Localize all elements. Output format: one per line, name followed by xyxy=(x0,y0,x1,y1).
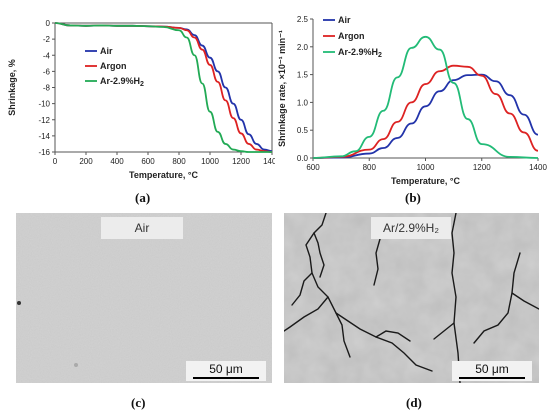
legend-label-1: Argon xyxy=(338,31,365,41)
scale-bar-label-d: 50 μm xyxy=(475,362,509,376)
y-tick-label: -14 xyxy=(38,132,50,141)
micrograph-c: Air 50 μm xyxy=(16,213,272,383)
y-tick-label: -6 xyxy=(43,67,51,76)
y-axis-label: Shrinkage, % xyxy=(7,59,17,116)
y-tick-label: -4 xyxy=(43,51,51,60)
y-tick-label: 0.0 xyxy=(297,154,309,163)
y-tick-label: -2 xyxy=(43,35,51,44)
y-tick-label: -16 xyxy=(38,148,50,157)
scale-bar-label-c: 50 μm xyxy=(209,362,243,376)
atmosphere-label-d: Ar/2.9%H₂ xyxy=(371,217,451,239)
micrograph-d: Ar/2.9%H₂ 50 μm xyxy=(284,213,539,383)
x-tick-label: 1400 xyxy=(529,163,547,172)
x-tick-label: 200 xyxy=(79,157,93,166)
caption-a: (a) xyxy=(135,190,151,205)
y-tick-label: 2.5 xyxy=(297,15,309,24)
legend-label-1: Argon xyxy=(100,61,127,71)
x-axis-label: Temperature, °C xyxy=(391,176,460,186)
x-tick-label: 600 xyxy=(306,163,320,172)
scale-bar-box-d: 50 μm xyxy=(452,361,532,381)
x-tick-label: 1200 xyxy=(232,157,250,166)
x-tick-label: 0 xyxy=(53,157,58,166)
y-tick-label: -8 xyxy=(43,84,51,93)
texture-c xyxy=(16,213,272,383)
series-line-2 xyxy=(312,35,539,159)
chart-a: 0 200 400 600 800 1000 1200 1400 0 -2 -4 -6 -8 -10 -12… xyxy=(7,19,275,180)
y-tick-label: 2.0 xyxy=(297,43,309,52)
series-line-0 xyxy=(312,73,539,159)
x-tick-label: 600 xyxy=(141,157,155,166)
legend-label-0: Air xyxy=(338,15,351,25)
legend-label-2: Ar-2.9%H2 xyxy=(338,47,382,59)
cracks xyxy=(284,213,539,383)
caption-b: (b) xyxy=(405,190,421,205)
x-axis-label: Temperature, °C xyxy=(129,170,198,180)
legend-label-2: Ar-2.9%H2 xyxy=(100,76,144,88)
series-line-1 xyxy=(312,64,539,159)
texture-d xyxy=(284,213,539,383)
series-line-2 xyxy=(54,22,272,153)
x-tick-label: 400 xyxy=(110,157,124,166)
x-tick-label: 800 xyxy=(172,157,186,166)
x-tick-label: 800 xyxy=(363,163,377,172)
series-line-1 xyxy=(54,22,273,153)
x-tick-label: 1000 xyxy=(417,163,435,172)
caption-c: (c) xyxy=(131,395,146,410)
scale-bar-box-c: 50 μm xyxy=(186,361,266,381)
y-tick-label: 1.0 xyxy=(297,98,309,107)
y-tick-label: 1.5 xyxy=(297,71,309,80)
y-tick-label: -12 xyxy=(38,116,50,125)
legend-label-0: Air xyxy=(100,46,113,56)
y-tick-label: 0 xyxy=(46,19,51,28)
scale-bar-d xyxy=(459,377,525,379)
scale-bar-c xyxy=(193,377,259,379)
atmosphere-label-c: Air xyxy=(101,217,183,239)
caption-d: (d) xyxy=(406,395,422,410)
y-tick-label: -10 xyxy=(38,100,50,109)
x-tick-label: 1400 xyxy=(263,157,275,166)
x-tick-label: 1000 xyxy=(201,157,219,166)
y-tick-label: 0.5 xyxy=(297,126,309,135)
chart-b: 600 800 1000 1200 1400 0.0 0.5 1.0 1.5 2.0 2.5 Temp… xyxy=(277,15,547,186)
y-axis-label: Shrinkage rate, ×10⁻¹ min⁻¹ xyxy=(277,30,287,147)
x-tick-label: 1200 xyxy=(473,163,491,172)
